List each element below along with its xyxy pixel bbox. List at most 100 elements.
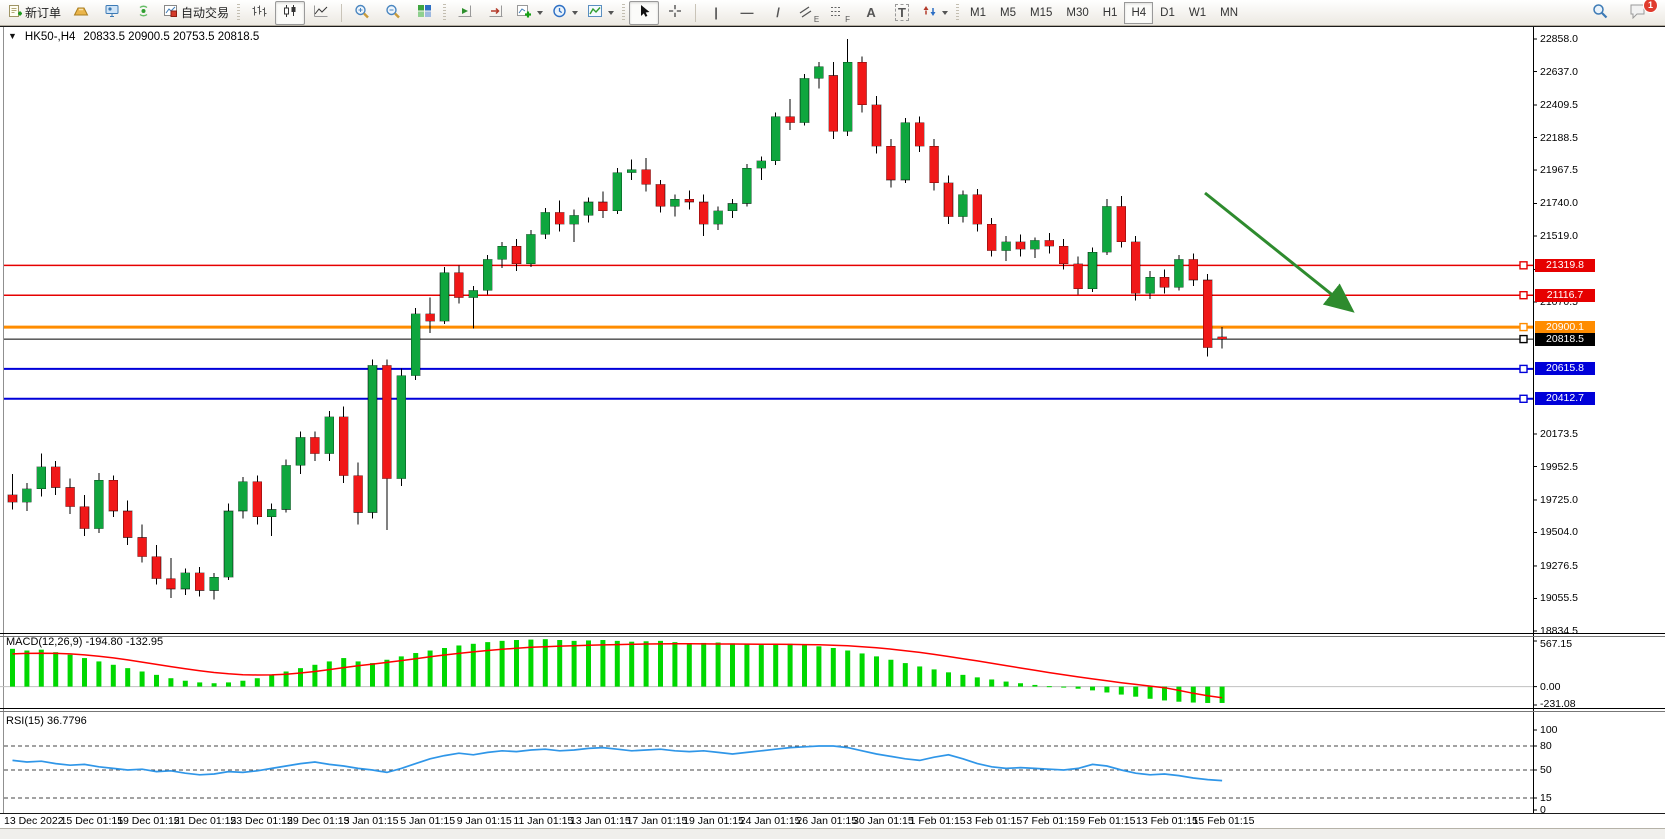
gold-button[interactable]: [66, 1, 96, 25]
fibonacci-letter: F: [845, 14, 850, 24]
macd-label: MACD(12,26,9) -194.80 -132.95: [6, 636, 164, 648]
line-chart-button[interactable]: [306, 1, 336, 25]
notifications-button[interactable]: 1: [1623, 0, 1658, 25]
toolbar: 新订单 自动交易: [0, 0, 1665, 26]
time-label: 29 Dec 01:15: [287, 815, 350, 827]
hline-handle-20615.8[interactable]: [1519, 364, 1528, 374]
periods-button[interactable]: [548, 1, 582, 25]
zoom-in-icon: [354, 4, 370, 22]
new-order-icon: [8, 4, 22, 21]
hline-icon: —: [740, 5, 754, 20]
time-label: 23 Dec 01:15: [230, 815, 293, 827]
channel-tool[interactable]: E: [794, 1, 824, 25]
time-label: 19 Dec 01:15: [117, 815, 180, 827]
macd-signal-line: [12, 643, 1223, 699]
gold-icon: [73, 4, 89, 21]
time-label: 9 Feb 01:15: [1079, 815, 1136, 827]
auto-trading-label: 自动交易: [181, 6, 230, 20]
symbol-period-label: HK50-,H4: [24, 31, 76, 43]
time-label: 1 Feb 01:15: [909, 815, 966, 827]
search-button[interactable]: [1585, 1, 1615, 25]
zoom-out-button[interactable]: [378, 1, 408, 25]
arrows-icon: [922, 4, 937, 21]
hline-handle-21319.8[interactable]: [1519, 261, 1528, 270]
time-label: 3 Jan 01:15: [343, 815, 399, 827]
horizontal-line-tool[interactable]: —: [732, 1, 762, 25]
ohlc-values: 20833.5 20900.5 20753.5 20818.5: [83, 31, 260, 43]
time-label: 26 Jan 01:15: [796, 815, 858, 827]
text-label-tool[interactable]: T: [887, 1, 917, 25]
toolbar-separator: [695, 3, 697, 22]
cursor-button[interactable]: [629, 0, 660, 25]
periods-caret-icon: [572, 10, 579, 15]
crosshair-button[interactable]: [660, 1, 690, 25]
notification-badge: 1: [1643, 0, 1658, 13]
status-strip: [0, 828, 1665, 839]
time-label: 7 Feb 01:15: [1022, 815, 1079, 827]
auto-scroll-button[interactable]: [450, 1, 480, 25]
rsi-label: RSI(15) 36.7796: [6, 715, 87, 727]
signals-button[interactable]: [128, 1, 158, 25]
collapse-arrow-icon[interactable]: ▼: [8, 31, 17, 41]
templates-button[interactable]: [583, 1, 618, 25]
chart-shift-button[interactable]: [481, 1, 511, 25]
timeframe-M5[interactable]: M5: [1000, 6, 1016, 19]
signals-icon: [136, 4, 151, 21]
time-axis[interactable]: 13 Dec 2022 15 Dec 01:15 19 Dec 01:15 21 De…: [0, 813, 1665, 827]
timeframe-H4[interactable]: H4: [1124, 1, 1154, 24]
time-label: 17 Jan 01:15: [626, 815, 688, 827]
toolbar-grip: [622, 3, 626, 22]
chart-window[interactable]: ▼ HK50-,H4 20833.5 20900.5 20753.5 20818…: [0, 26, 1665, 816]
bar-chart-icon: [251, 4, 267, 21]
zoom-out-icon: [385, 4, 401, 22]
time-label: 21 Dec 01:15: [173, 815, 237, 827]
text-icon: A: [866, 5, 876, 20]
timeframe-W1[interactable]: W1: [1188, 6, 1207, 19]
vertical-line-tool[interactable]: |: [701, 1, 731, 25]
community-button[interactable]: [97, 1, 127, 25]
timeframe-M15[interactable]: M15: [1030, 6, 1053, 19]
indicators-button[interactable]: [512, 1, 547, 25]
hline-handle-20818.5[interactable]: [1519, 334, 1528, 344]
tile-windows-button[interactable]: [409, 1, 439, 25]
indicators-caret-icon: [537, 10, 544, 15]
timeframe-MN[interactable]: MN: [1220, 6, 1238, 19]
arrows-tool[interactable]: [918, 1, 952, 25]
toolbar-right: 1: [1585, 0, 1661, 25]
new-order-label: 新订单: [25, 6, 62, 20]
time-label: 15 Feb 01:15: [1192, 815, 1255, 827]
timeframe-H1[interactable]: H1: [1102, 6, 1118, 19]
time-label: 5 Jan 01:15: [400, 815, 456, 827]
bar-chart-button[interactable]: [244, 1, 274, 25]
hline-handle-21116.7[interactable]: [1519, 291, 1528, 300]
toolbar-grip: [237, 3, 241, 22]
crosshair-icon: [668, 4, 682, 21]
timeframe-M30[interactable]: M30: [1066, 6, 1089, 19]
timeframe-M1[interactable]: M1: [970, 6, 987, 19]
fibonacci-tool[interactable]: F: [825, 1, 855, 25]
rsi-line: [12, 745, 1223, 782]
auto-trading-button[interactable]: 自动交易: [159, 1, 233, 25]
candlestick-chart-button[interactable]: [275, 0, 306, 25]
new-order-button[interactable]: 新订单: [4, 1, 65, 25]
community-icon: [104, 4, 120, 21]
tile-windows-icon: [417, 4, 432, 21]
hline-handle-20900.1[interactable]: [1519, 322, 1528, 332]
time-label: 30 Jan 01:15: [853, 815, 914, 827]
time-label: 19 Jan 01:15: [683, 815, 744, 827]
trend-arrow[interactable]: [1204, 191, 1355, 313]
chart-plot[interactable]: [0, 27, 1665, 814]
indicators-icon: [516, 4, 532, 21]
timeframe-D1[interactable]: D1: [1160, 6, 1175, 19]
templates-caret-icon: [608, 10, 615, 15]
toolbar-grip: [443, 3, 447, 22]
zoom-in-button[interactable]: [347, 1, 377, 25]
channel-icon: [799, 5, 812, 21]
autoscroll-icon: [457, 4, 473, 21]
trendline-tool[interactable]: /: [763, 1, 793, 25]
toolbar-separator: [341, 3, 343, 22]
arrows-caret-icon: [942, 10, 949, 15]
text-tool[interactable]: A: [856, 1, 886, 25]
hline-handle-20412.7[interactable]: [1519, 394, 1528, 403]
trendline-icon: /: [776, 5, 780, 20]
